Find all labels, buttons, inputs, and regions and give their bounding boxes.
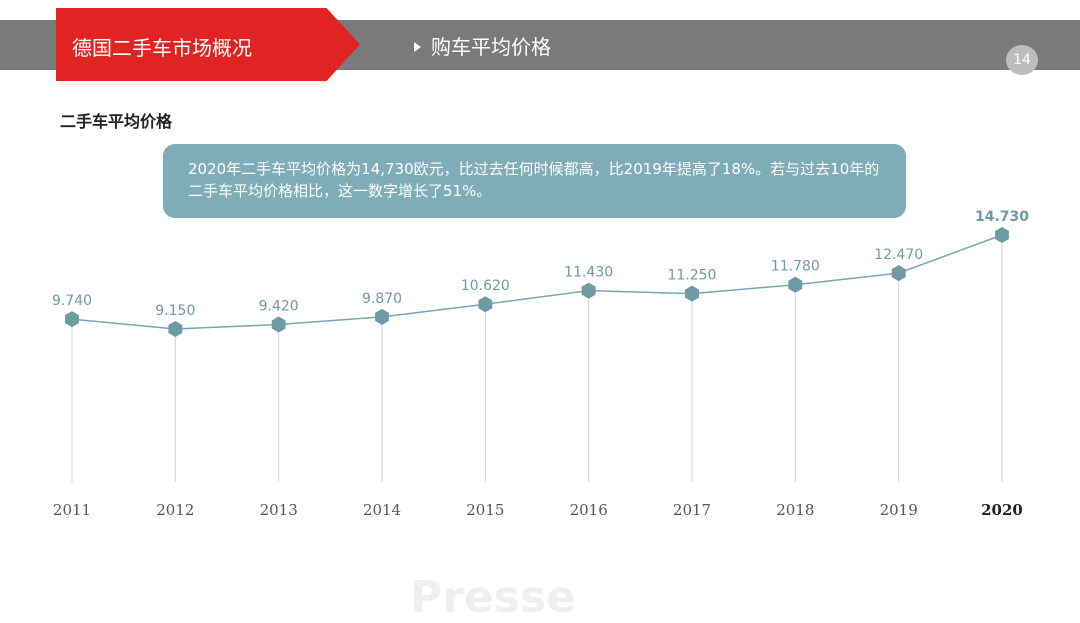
x-tick-label: 2017	[673, 501, 711, 519]
x-tick-label: 2019	[880, 501, 918, 519]
data-point	[891, 265, 906, 282]
subtitle-text: 购车平均价格	[431, 35, 551, 59]
x-tick-label: 2012	[156, 501, 194, 519]
slide-subtitle: 购车平均价格	[414, 35, 551, 59]
data-label: 11.250	[668, 268, 717, 284]
x-tick-label: 2014	[363, 501, 401, 519]
section-title: 德国二手车市场概况	[72, 36, 252, 60]
x-tick-label: 2011	[53, 501, 91, 519]
data-point	[478, 296, 493, 313]
chart-heading: 二手车平均价格	[60, 112, 173, 131]
data-label: 14.730	[975, 209, 1029, 225]
data-label: 9.420	[259, 298, 299, 314]
x-tick-label: 2018	[776, 501, 814, 519]
data-point	[65, 311, 79, 328]
callout-box: 2020年二手车平均价格为14,730欧元，比过去任何时候都高，比2019年提高…	[163, 144, 906, 218]
data-label: 11.780	[771, 259, 820, 275]
x-tick-label: 2013	[260, 501, 298, 519]
data-point	[375, 308, 389, 325]
line-chart: 9.740 9.150 9.420 9.870 10.620 11.430 11.250 11…	[52, 209, 1029, 519]
section-tab	[56, 8, 360, 81]
data-point	[581, 282, 596, 299]
data-label: 9.740	[52, 293, 92, 309]
data-point	[995, 227, 1009, 243]
series-line	[71, 234, 1003, 330]
page-number-badge: 14	[1006, 45, 1038, 75]
data-label: 9.870	[362, 291, 402, 307]
data-label: 12.470	[874, 247, 923, 263]
data-point	[788, 276, 803, 293]
data-point	[168, 321, 183, 337]
data-label: 9.150	[155, 303, 195, 319]
data-label: 11.430	[564, 265, 613, 281]
x-tick-label: 2016	[570, 501, 608, 519]
data-point	[271, 316, 286, 333]
x-tick-label: 2020	[981, 501, 1023, 519]
data-point	[685, 285, 699, 302]
callout-text: 2020年二手车平均价格为14,730欧元，比过去任何时候都高，比2019年提高…	[188, 160, 880, 200]
data-label: 10.620	[461, 278, 510, 294]
play-triangle-icon	[414, 42, 421, 52]
x-tick-label: 2015	[466, 501, 504, 519]
